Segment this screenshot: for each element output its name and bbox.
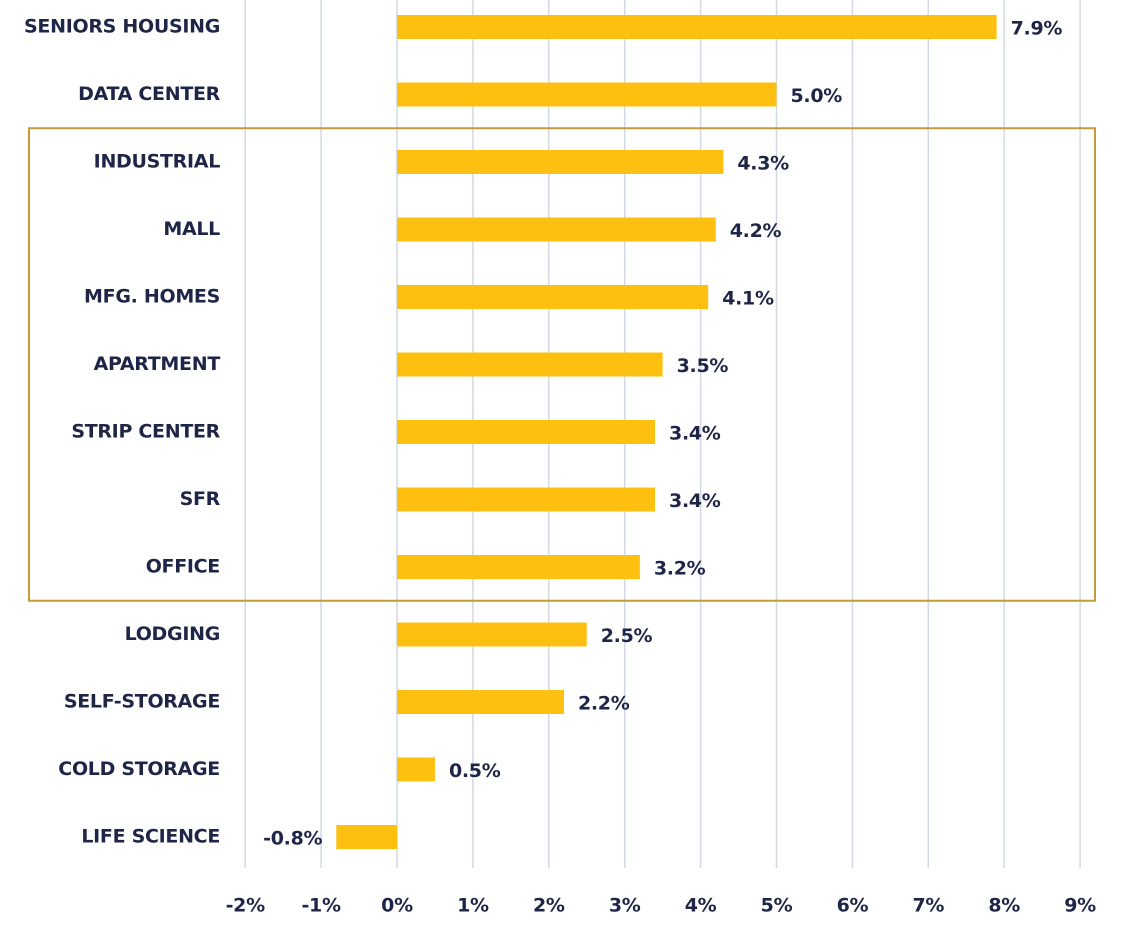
value-label: 4.2% — [730, 220, 782, 242]
gridlines — [244, 0, 1081, 868]
value-label: 0.5% — [449, 760, 501, 782]
bar — [397, 352, 663, 377]
bar — [397, 150, 724, 174]
value-label: -0.8% — [263, 828, 322, 850]
bar — [397, 487, 656, 512]
x-tick-label: -2% — [226, 895, 266, 917]
x-tick-label: 2% — [533, 895, 565, 917]
bar — [336, 825, 397, 849]
category-label: STRIP CENTER — [71, 421, 220, 443]
category-label: APARTMENT — [94, 353, 221, 375]
value-labels: 7.9% 5.0% 4.3% 4.2% 4.1% 3.5% 3.4% 3.4% 3.2% 2.5%… — [263, 18, 1062, 850]
x-tick-label: 4% — [685, 895, 717, 917]
x-tick-label: 6% — [837, 895, 869, 917]
category-label: COLD STORAGE — [58, 758, 220, 780]
category-label: OFFICE — [146, 556, 220, 578]
highlight-group — [28, 127, 1096, 602]
value-label: 5.0% — [791, 85, 843, 107]
x-tick-label: 5% — [761, 895, 793, 917]
x-tick-label: 8% — [988, 895, 1020, 917]
category-label: MFG. HOMES — [84, 286, 220, 308]
bar — [397, 82, 777, 107]
highlight-box — [28, 127, 1096, 602]
bar — [397, 690, 564, 714]
bar — [397, 285, 709, 309]
value-label: 3.2% — [654, 558, 706, 580]
category-label: DATA CENTER — [78, 83, 221, 105]
category-label: LIFE SCIENCE — [81, 826, 220, 848]
bar — [397, 555, 640, 579]
category-label: SENIORS HOUSING — [24, 16, 220, 38]
value-label: 4.3% — [737, 153, 789, 175]
x-tick-label: 1% — [457, 895, 489, 917]
bar — [397, 757, 435, 782]
value-label: 2.2% — [578, 693, 630, 715]
value-label: 3.5% — [677, 355, 729, 377]
value-label: 4.1% — [722, 288, 774, 310]
category-label: MALL — [163, 218, 220, 240]
x-tick-label: 9% — [1064, 895, 1096, 917]
bar — [397, 622, 587, 647]
category-label: SFR — [180, 488, 221, 510]
value-label: 2.5% — [601, 625, 653, 647]
value-label: 7.9% — [1011, 18, 1063, 40]
category-label: LODGING — [125, 623, 220, 645]
value-label: 3.4% — [669, 423, 721, 445]
category-label: INDUSTRIAL — [94, 151, 221, 173]
category-label: SELF-STORAGE — [64, 691, 220, 713]
bar — [397, 420, 656, 444]
x-axis-tick-labels: -2% -1% 0% 1% 2% 3% 4% 5% 6% 7% 8% 9% — [226, 895, 1097, 917]
bars — [336, 15, 997, 849]
x-tick-label: -1% — [301, 895, 341, 917]
bar — [397, 15, 997, 39]
x-tick-label: 7% — [912, 895, 944, 917]
x-tick-label: 0% — [381, 895, 413, 917]
category-labels: SENIORS HOUSING DATA CENTER INDUSTRIAL MALL… — [24, 16, 221, 848]
bar — [397, 217, 716, 242]
x-tick-label: 3% — [609, 895, 641, 917]
value-label: 3.4% — [669, 490, 721, 512]
